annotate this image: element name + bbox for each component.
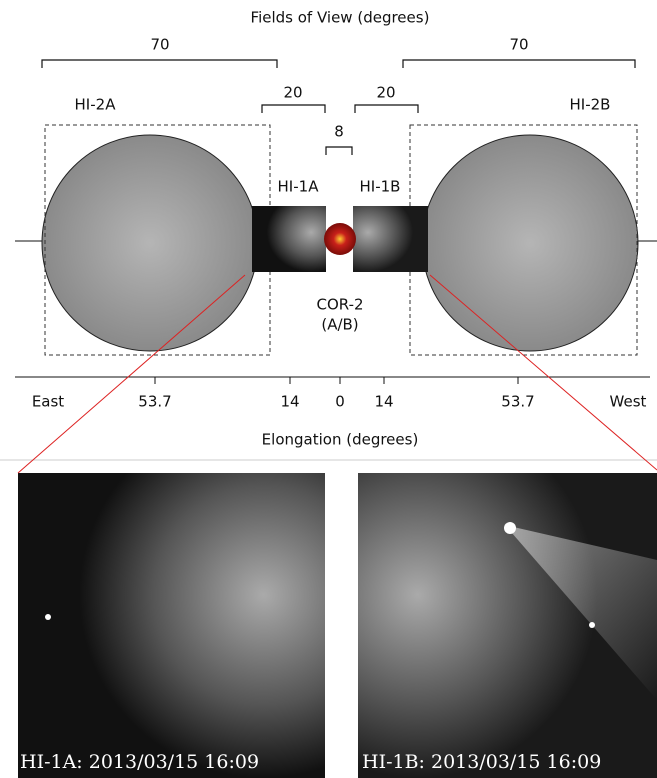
label: HI-2A <box>75 96 117 114</box>
star <box>45 614 51 620</box>
hi1a-panel <box>18 473 325 778</box>
bracket-label: 70 <box>509 36 528 54</box>
label: HI-2B <box>570 96 611 114</box>
label: COR-2 <box>316 296 363 314</box>
hi2a-disk <box>42 135 258 351</box>
axis-label: Elongation (degrees) <box>262 431 419 449</box>
axis-ticks <box>155 377 518 384</box>
axis-tick-labels: East 53.7 14 0 14 53.7 West <box>32 393 647 411</box>
panel-caption: HI-1A: 2013/03/15 16:09 <box>20 751 259 773</box>
label: (A/B) <box>321 316 358 334</box>
axis-tick-label: 0 <box>335 393 345 411</box>
title: Fields of View (degrees) <box>251 9 430 27</box>
bracket-label: 20 <box>376 84 395 102</box>
axis-tick-label: 14 <box>374 393 393 411</box>
hi1b-inset <box>353 206 428 272</box>
axis-tick-label: West <box>610 393 647 411</box>
bracket-label: 20 <box>283 84 302 102</box>
axis-tick-label: East <box>32 393 64 411</box>
panel-caption: HI-1B: 2013/03/15 16:09 <box>362 751 601 773</box>
comet-head <box>504 522 516 534</box>
label: HI-1B <box>360 178 401 196</box>
hi2b-disk <box>422 135 638 351</box>
axis-tick-label: 53.7 <box>501 393 534 411</box>
hi1a-inset <box>252 206 326 272</box>
bracket-label: 70 <box>150 36 169 54</box>
axis-tick-label: 53.7 <box>138 393 171 411</box>
sun <box>324 223 356 255</box>
star <box>589 622 595 628</box>
axis-tick-label: 14 <box>280 393 299 411</box>
label: HI-1A <box>278 178 320 196</box>
bracket-label: 8 <box>334 123 344 141</box>
figure: Fields of View (degrees) 70 70 20 20 8 H… <box>0 0 657 778</box>
